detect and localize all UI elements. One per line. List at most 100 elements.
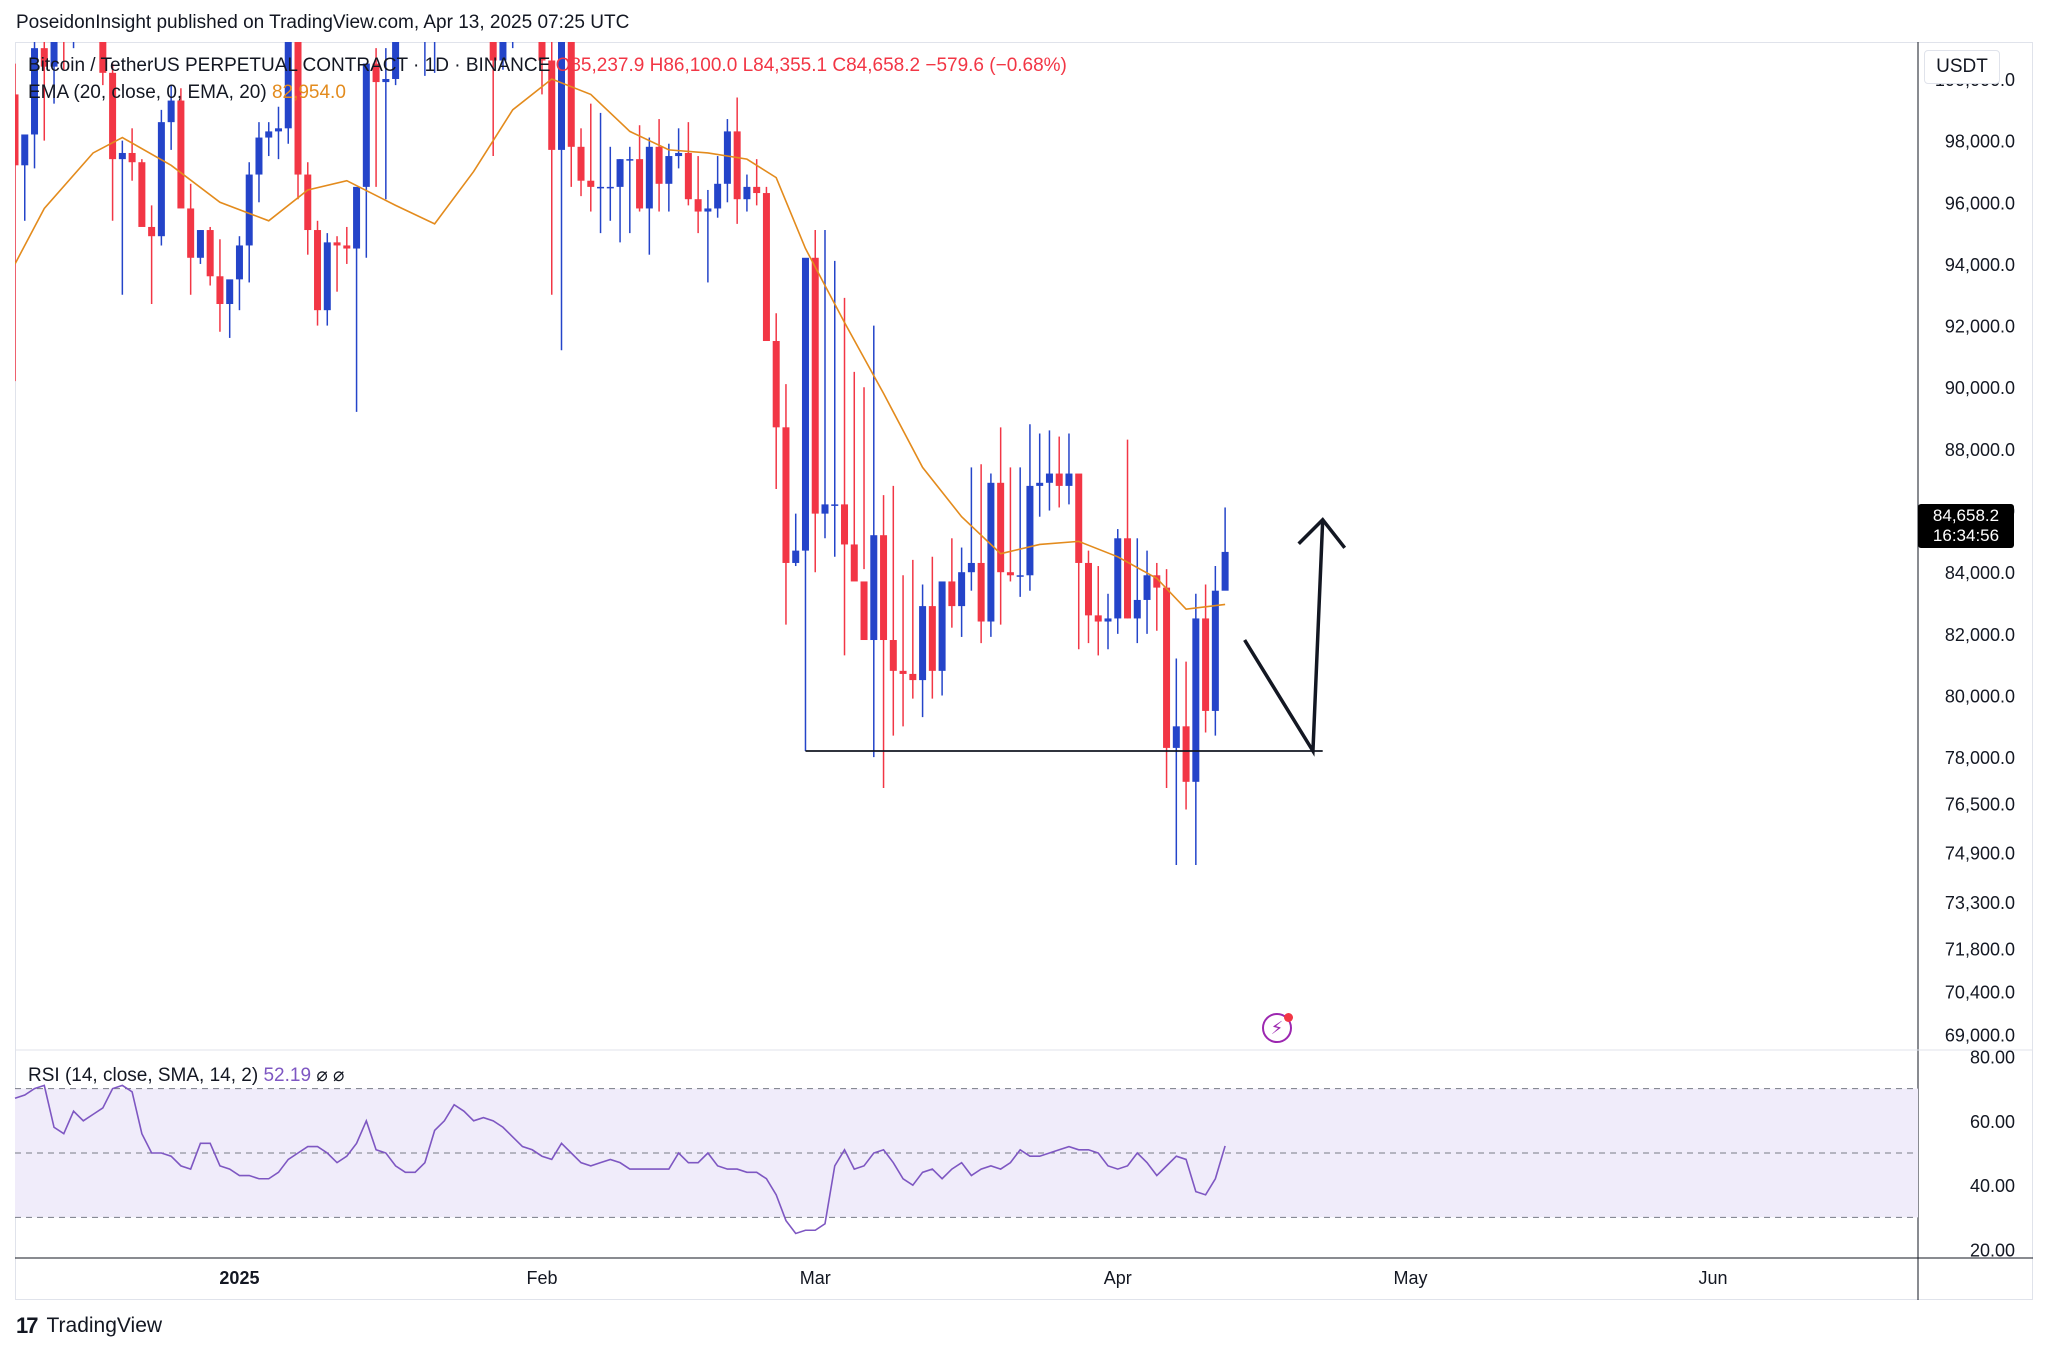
candle-body (226, 279, 234, 305)
candle-body (636, 159, 644, 209)
rsi-tick-label: 20.00 (1970, 1241, 2015, 1261)
candle-body (1153, 575, 1161, 588)
candle-body (880, 535, 888, 641)
symbol-legend[interactable]: Bitcoin / TetherUS PERPETUAL CONTRACT · … (28, 55, 1067, 77)
candle-body (1133, 599, 1141, 619)
candle-body (997, 482, 1005, 573)
candle-body (314, 230, 322, 311)
price-tick-label: 73,300.0 (1945, 893, 2015, 913)
time-tick-label: Feb (526, 1268, 557, 1288)
candle-body (1202, 618, 1210, 711)
candle-body (1172, 726, 1180, 748)
price-tick-label: 80,000.0 (1945, 687, 2015, 707)
candle-body (948, 581, 956, 607)
candle-body (157, 122, 165, 237)
candle-body (987, 482, 995, 622)
ohlc-close: C84,658.2 (832, 55, 921, 76)
candle-body (645, 146, 653, 209)
candle-body (99, 42, 107, 73)
price-tick-label: 92,000.0 (1945, 317, 2015, 337)
candle-body (772, 341, 780, 428)
candle-body (509, 0, 516, 39)
candle-body (655, 146, 663, 184)
candle-body (938, 581, 946, 671)
candle-body (412, 0, 419, 39)
flash-icon[interactable]: ⚡ (1262, 1013, 1292, 1043)
candle-body (235, 245, 243, 280)
time-tick-label: Mar (800, 1268, 831, 1288)
price-tick-label: 82,000.0 (1945, 625, 2015, 645)
candle-body (187, 208, 195, 258)
currency-button[interactable]: USDT (1924, 50, 2000, 84)
candle-body (714, 183, 722, 209)
price-tick-label: 90,000.0 (1945, 378, 2015, 398)
candle-body (1182, 726, 1190, 782)
price-tick-label: 74,900.0 (1945, 844, 2015, 864)
candle-body (1192, 618, 1200, 782)
price-tick-label: 70,400.0 (1945, 982, 2015, 1002)
time-tick-label: May (1394, 1268, 1428, 1288)
chart-frame (15, 42, 2033, 1300)
candle-body (792, 550, 800, 563)
price-tick-label: 88,000.0 (1945, 440, 2015, 460)
rsi-legend[interactable]: RSI (14, close, SMA, 14, 2) 52.19 ⌀ ⌀ (28, 1064, 344, 1087)
tradingview-logo[interactable]: 17 TradingView (16, 1313, 162, 1339)
candle-body (1065, 473, 1073, 486)
candle-body (597, 186, 605, 189)
time-tick-label: Apr (1104, 1268, 1132, 1288)
rsi-line (14, 1084, 1226, 1235)
rsi-extra-icons: ⌀ ⌀ (316, 1065, 345, 1086)
candle-body (1036, 482, 1044, 486)
candle-body (206, 230, 214, 277)
time-tick-label: Jun (1699, 1268, 1728, 1288)
candle-body (265, 131, 273, 138)
candle-body (15, 94, 19, 166)
candle-body (362, 63, 370, 187)
candle-body (841, 504, 849, 545)
candle-body (177, 100, 185, 209)
candle-body (558, 42, 566, 150)
candle-body (567, 42, 575, 147)
candle-body (109, 72, 117, 160)
candle-body (196, 230, 204, 258)
candle-body (353, 186, 361, 249)
candle-body (626, 159, 634, 161)
tradingview-mark-icon: 17 (16, 1313, 39, 1338)
candle-body (850, 544, 858, 582)
candle-body (831, 504, 839, 506)
price-tick-label: 94,000.0 (1945, 255, 2015, 275)
candle-body (684, 152, 692, 200)
candle-body (899, 670, 907, 674)
candle-body (60, 39, 67, 42)
candle-body (889, 640, 897, 671)
rsi-label: RSI (14, close, SMA, 14, 2) (28, 1065, 259, 1086)
price-tick-label: 84,000.0 (1945, 563, 2015, 583)
candle-body (1006, 572, 1014, 576)
candle-body (118, 152, 126, 160)
notification-dot-icon (1284, 1013, 1293, 1022)
candle-body (148, 226, 156, 237)
candle-body (343, 245, 351, 249)
projection-arrow (1243, 519, 1325, 757)
candles-group (15, 0, 1229, 866)
candle-body (1114, 538, 1122, 619)
candle-body (128, 152, 136, 163)
time-tick-label: 2025 (219, 1268, 259, 1288)
candle-body (860, 581, 868, 641)
candle-body (616, 159, 624, 187)
published-header: PoseidonInsight published on TradingView… (16, 12, 630, 33)
candle-body (392, 42, 400, 79)
candle-body (382, 78, 390, 83)
candle-body (928, 606, 936, 671)
ema-legend[interactable]: EMA (20, close, 0, EMA, 20) 82,954.0 (28, 82, 346, 104)
rsi-tick-label: 40.00 (1970, 1176, 2015, 1196)
candle-body (333, 242, 341, 246)
symbol-name: Bitcoin / TetherUS PERPETUAL CONTRACT · … (28, 55, 551, 76)
candle-body (704, 208, 712, 212)
candle-body (1026, 485, 1034, 576)
rsi-tick-label: 80.00 (1970, 1047, 2015, 1067)
candle-body (1211, 590, 1219, 711)
candle-body (665, 156, 673, 184)
candle-body (431, 0, 438, 11)
